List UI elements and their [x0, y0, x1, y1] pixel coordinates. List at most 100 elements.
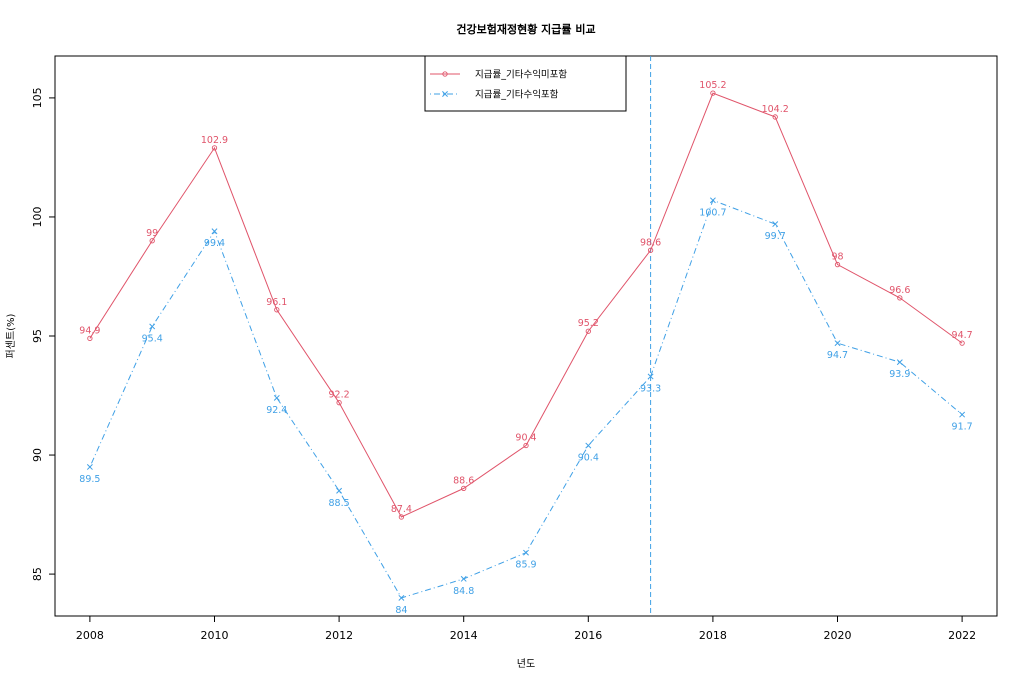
series-2-point-2010-stroke-b: [211, 228, 218, 235]
series-2-label-2021: 93.9: [889, 369, 910, 380]
legend-marker-2-b: [442, 91, 448, 97]
series-2-point-2018-stroke-b: [709, 197, 716, 204]
series-2-point-2017-stroke-b: [647, 373, 654, 380]
series-1-label-2009: 99: [146, 228, 158, 239]
series-1-point-2013: [398, 514, 405, 520]
series-2-point-2014: [460, 575, 467, 582]
series-2-point-2012-stroke-b: [336, 487, 343, 494]
series-2-point-2008: [86, 463, 93, 470]
series-1-point-2015: [523, 442, 529, 449]
series-1-label-2008: 94.9: [79, 325, 100, 336]
series-2-point-2009-stroke-b: [149, 323, 156, 330]
series-2-point-2022-stroke-b: [959, 411, 966, 418]
series-2-point-2018: [709, 197, 716, 204]
series-1-point-2020: [834, 261, 841, 268]
series-2-point-2017: [647, 373, 654, 380]
x-axis-label: 년도: [517, 658, 535, 670]
series-1-label-2010: 102.9: [201, 135, 228, 146]
x-tick-label-2008: 2008: [76, 629, 104, 642]
series-2-label-2018: 100.7: [699, 207, 726, 218]
x-tick-label-2014: 2014: [450, 629, 478, 642]
series-2-point-2011-stroke-b: [273, 394, 280, 401]
series-2-label-2013: 84: [395, 605, 407, 616]
x-tick-label-2020: 2020: [824, 629, 852, 642]
series-2-label-2019: 99.7: [765, 231, 786, 242]
series-2-point-2015-stroke-b: [523, 549, 529, 556]
series-1-label-2018: 105.2: [699, 80, 726, 91]
series-1-point-2010: [211, 145, 218, 151]
y-axis-label: 퍼센트(%): [5, 313, 17, 358]
x-tick-label-2012: 2012: [325, 629, 353, 642]
series-1-point-2008: [87, 335, 93, 342]
series-2-point-2016: [585, 442, 592, 449]
series-2-point-2022: [959, 411, 966, 418]
y-tick-label-100: 100: [31, 206, 44, 227]
series-2-point-2009: [149, 323, 156, 330]
series-line-1: [89, 92, 963, 518]
series-2-label-2012: 88.5: [329, 498, 350, 509]
series-1-point-2019: [772, 114, 778, 120]
series-2-point-2011: [273, 394, 280, 401]
plot-frame: [54, 55, 998, 617]
series-1-point-2009: [149, 238, 155, 244]
series-1-label-2016: 95.2: [578, 318, 599, 329]
chart-title: 건강보험재정현황 지급률 비교: [456, 22, 595, 36]
x-tick-label-2016: 2016: [574, 629, 602, 642]
x-tick-label-2010: 2010: [200, 629, 228, 642]
series-1-point-2011: [274, 307, 280, 313]
series-2-point-2016-stroke-b: [585, 442, 592, 449]
x-tick-label-2022: 2022: [948, 629, 976, 642]
series-1-point-2022: [959, 340, 965, 346]
series-1-point-2014: [461, 485, 467, 492]
series-1-point-2016: [585, 328, 591, 334]
y-tick-label-105: 105: [31, 87, 44, 108]
series-1-label-2022: 94.7: [952, 330, 973, 341]
series-1-point-2012: [336, 400, 342, 406]
series-1-label-2011: 96.1: [266, 297, 287, 308]
y-tick-label-90: 90: [31, 448, 44, 462]
legend-label-2: 지급률_기타수익포함: [475, 89, 559, 101]
series-2-label-2017: 93.3: [640, 383, 661, 394]
series-1-label-2020: 98: [831, 252, 843, 263]
series-1-label-2021: 96.6: [889, 285, 910, 296]
series-2-label-2015: 85.9: [515, 560, 536, 571]
series-2-point-2019: [772, 221, 779, 228]
series-2-label-2022: 91.7: [952, 422, 973, 433]
series-2-point-2021: [896, 359, 903, 366]
series-1-label-2019: 104.2: [762, 104, 789, 115]
series-1-label-2013: 87.4: [391, 504, 412, 515]
series-2-label-2020: 94.7: [827, 350, 848, 361]
series-2-point-2015: [523, 549, 529, 556]
series-2-point-2010: [211, 228, 218, 235]
legend-label-1: 지급률_기타수익미포함: [475, 69, 567, 81]
series-2-point-2019-stroke-b: [772, 221, 779, 228]
series-1-label-2017: 98.6: [640, 237, 661, 248]
series-2-label-2016: 90.4: [578, 453, 599, 464]
series-2-point-2021-stroke-b: [896, 359, 903, 366]
series-2-label-2011: 92.4: [266, 405, 287, 416]
y-tick-label-85: 85: [31, 567, 44, 581]
series-2-point-2014-stroke-b: [460, 575, 467, 582]
series-1-label-2014: 88.6: [453, 475, 474, 486]
series-2-label-2010: 99.4: [204, 238, 225, 249]
series-1-label-2015: 90.4: [515, 433, 536, 444]
series-2-point-2020: [834, 340, 841, 347]
series-2-point-2012: [336, 487, 343, 494]
plot-layer: 2008 2010 2012 2014 2016 2018 2020 2022 85 90 95 10…: [31, 55, 998, 642]
series-2-label-2009: 95.4: [142, 333, 163, 344]
series-1-point-2017: [647, 247, 654, 253]
series-2-point-2020-stroke-b: [834, 340, 841, 347]
y-tick-label-95: 95: [31, 329, 44, 343]
legend-marker-1: [442, 71, 448, 77]
x-tick-label-2018: 2018: [699, 629, 727, 642]
series-2-label-2014: 84.8: [453, 586, 474, 597]
series-2-label-2008: 89.5: [79, 474, 100, 485]
series-2-point-2008-stroke-b: [86, 463, 93, 470]
series-2-point-2013: [398, 594, 405, 601]
series-1-point-2021: [897, 295, 903, 301]
series-1-point-2018: [710, 90, 716, 96]
legend-box: [424, 55, 627, 112]
